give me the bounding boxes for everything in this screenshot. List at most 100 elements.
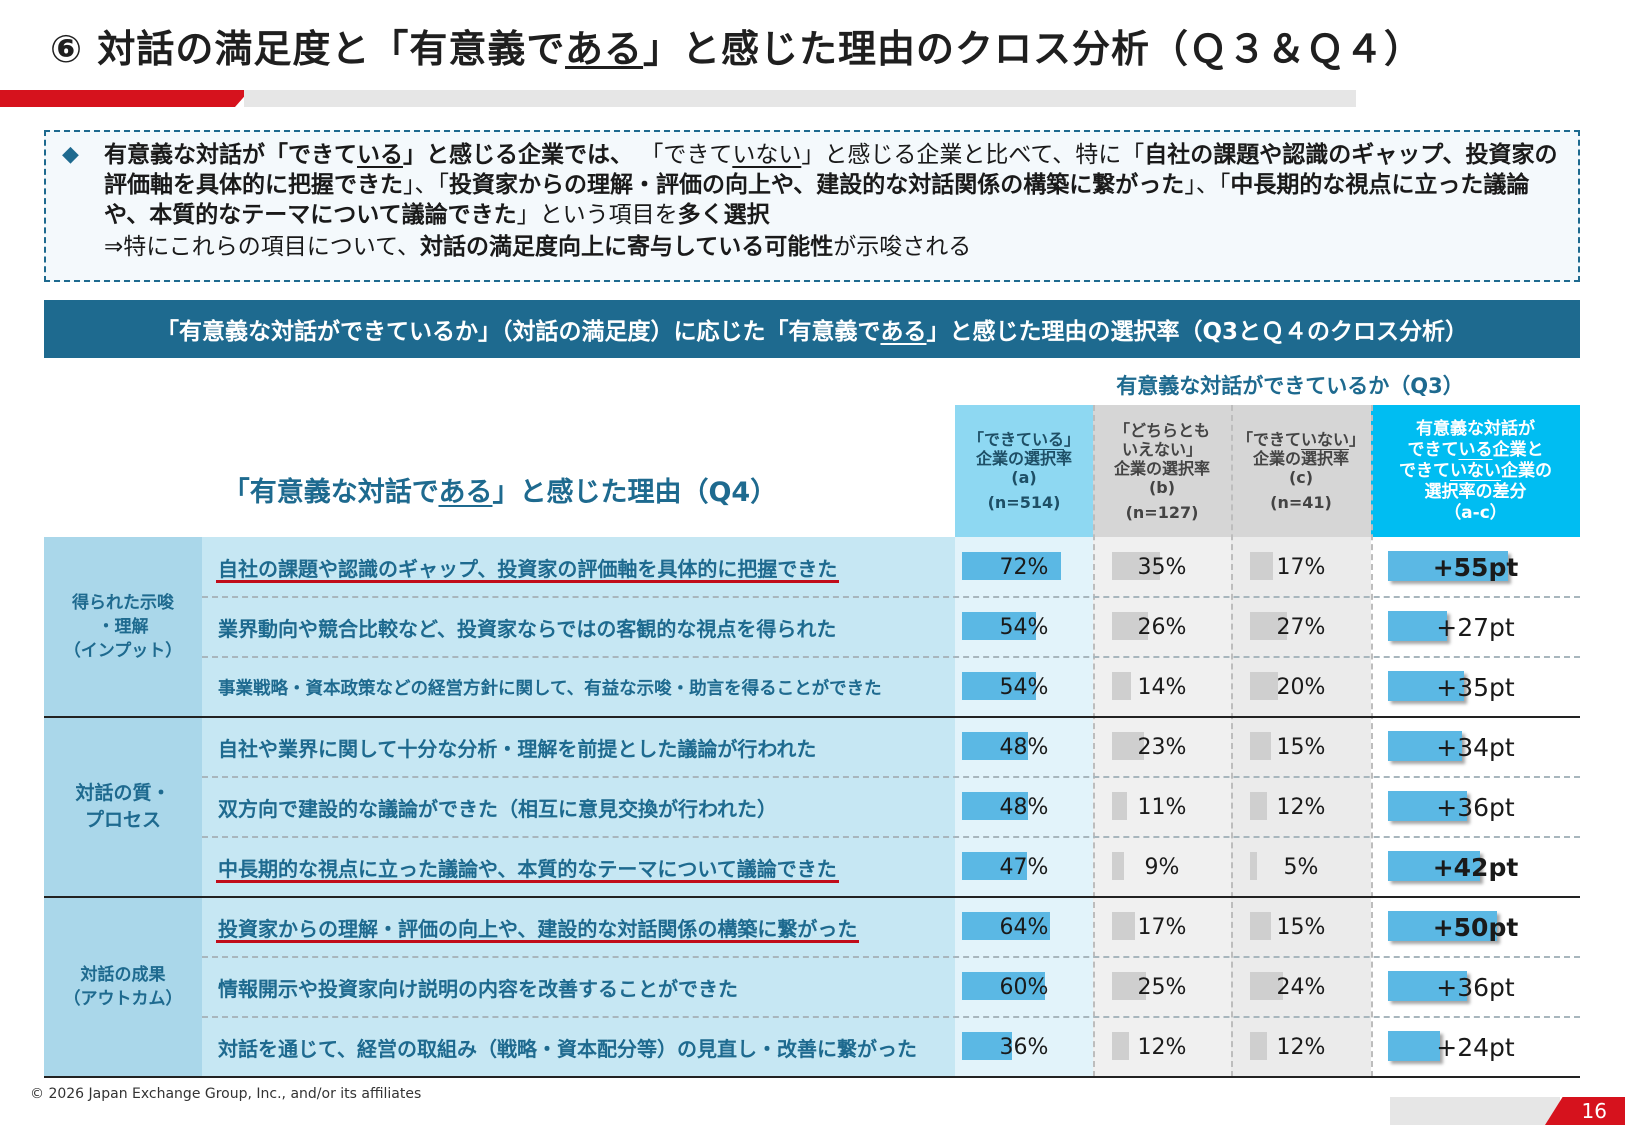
column-header-diff: 有意義な対話が できている企業と できていない企業の 選択率の差分 （a-c） (1371, 405, 1580, 537)
value-b: 23% (1137, 734, 1187, 760)
table-row: 自社の課題や認識のギャップ、投資家の評価軸を具体的に把握できた 72% 35% 17%… (0, 537, 1625, 598)
value-diff: +42pt (1432, 852, 1519, 882)
table-bottom-border (44, 1076, 1580, 1078)
bar-a (962, 732, 1028, 760)
summary-box: ◆ 有意義な対話が「できている」と感じる企業では、 「できていない」と感じる企業… (44, 130, 1580, 282)
column-divider (1231, 405, 1233, 1077)
copyright: © 2026 Japan Exchange Group, Inc., and/o… (30, 1086, 422, 1102)
value-c: 15% (1276, 914, 1326, 940)
table-row: 対話を通じて、経営の取組み（戦略・資本配分等）の見直し・改善に繋がった 36% 12… (0, 1017, 1625, 1077)
value-a: 72% (999, 554, 1049, 580)
reason-label: 自社や業界に関して十分な分析・理解を前提とした議論が行われた (218, 736, 817, 761)
bar-b (1112, 672, 1132, 700)
reason-label: 投資家からの理解・評価の向上や、建設的な対話関係の構築に繋がった (218, 916, 858, 941)
bar-a (962, 972, 1045, 1000)
table-row: 事業戦略・資本政策などの経営方針に関して、有益な示唆・助言を得ることができた 54… (0, 657, 1625, 718)
value-a: 47% (999, 854, 1049, 880)
bar-a (962, 792, 1028, 820)
diamond-icon: ◆ (62, 142, 79, 167)
reason-label: 中長期的な視点に立った議論や、本質的なテーマについて議論できた (218, 856, 837, 881)
value-diff: +24pt (1436, 1032, 1515, 1062)
reason-label: 情報開示や投資家向け説明の内容を改善することができた (218, 976, 738, 1001)
q3-header: 有意義な対話ができているか（Q3） (1116, 374, 1464, 398)
value-a: 54% (999, 614, 1049, 640)
column-header-c: 「できていない」 企業の選択率 (c) (n=41) (1231, 405, 1371, 537)
value-a: 48% (999, 734, 1049, 760)
value-diff: +27pt (1436, 612, 1515, 642)
value-a: 60% (999, 974, 1049, 1000)
bar-c (1250, 912, 1271, 940)
bar-b (1112, 972, 1147, 1000)
table-row: 双方向で建設的な議論ができた（相互に意見交換が行われた） 48% 11% 12% +36… (0, 777, 1625, 838)
bar-c (1250, 972, 1283, 1000)
row-divider (202, 776, 1580, 778)
value-b: 17% (1137, 914, 1187, 940)
value-diff: +35pt (1436, 672, 1515, 702)
bar-a (962, 912, 1050, 940)
table-row: 中長期的な視点に立った議論や、本質的なテーマについて議論できた 47% 9% 5% +4… (0, 837, 1625, 898)
bar-a (962, 552, 1061, 580)
row-divider (202, 656, 1580, 658)
row-divider (202, 836, 1580, 838)
category-outcome: 対話の成果 （アウトカム） (44, 897, 202, 1077)
bar-b (1112, 912, 1136, 940)
value-diff: +36pt (1436, 972, 1515, 1002)
bar-diff (1388, 851, 1480, 881)
value-c: 12% (1276, 1034, 1326, 1060)
value-diff: +50pt (1432, 912, 1519, 942)
bar-a (962, 1032, 1012, 1060)
bar-diff (1388, 551, 1508, 581)
table-row: 投資家からの理解・評価の向上や、建設的な対話関係の構築に繋がった 64% 17% 15… (0, 897, 1625, 958)
column-header-b: 「どちらとも いえない」 企業の選択率 (b) (n=127) (1093, 405, 1231, 537)
value-a: 64% (999, 914, 1049, 940)
q4-header: 「有意義な対話である」と感じた理由（Q4） (222, 477, 778, 508)
highlight-underline (216, 880, 839, 883)
reason-label: 事業戦略・資本政策などの経営方針に関して、有益な示唆・助言を得ることができた (218, 678, 882, 699)
column-header-a: 「できている」 企業の選択率 (a) (n=514) (955, 405, 1093, 537)
category-input: 得られた示唆 ・理解 （インプット） (44, 537, 202, 717)
reason-label: 業界動向や競合比較など、投資家ならではの客観的な視点を得られた (218, 616, 837, 641)
reason-label: 双方向で建設的な議論ができた（相互に意見交換が行われた） (218, 796, 777, 821)
bar-diff (1388, 671, 1465, 701)
value-b: 26% (1137, 614, 1187, 640)
value-diff: +36pt (1436, 792, 1515, 822)
value-c: 27% (1276, 614, 1326, 640)
table-row: 情報開示や投資家向け説明の内容を改善することができた 60% 25% 24% +36pt (0, 957, 1625, 1018)
bar-c (1250, 612, 1288, 640)
bar-a (962, 672, 1037, 700)
value-b: 12% (1137, 1034, 1187, 1060)
bar-c (1250, 672, 1278, 700)
value-c: 12% (1276, 794, 1326, 820)
column-divider (1371, 405, 1373, 1077)
bar-diff (1388, 971, 1467, 1001)
bar-b (1112, 612, 1148, 640)
value-b: 35% (1137, 554, 1187, 580)
group-divider (44, 716, 1580, 718)
row-divider (202, 956, 1580, 958)
chart-banner: 「有意義な対話ができているか」（対話の満足度）に応じた「有意義で ある 」と感じた理… (44, 300, 1580, 358)
bar-c (1250, 852, 1257, 880)
page-number: 16 (1545, 1097, 1625, 1125)
column-divider (1093, 405, 1095, 1077)
value-diff: +55pt (1432, 552, 1519, 582)
row-divider (202, 596, 1580, 598)
bar-a (962, 612, 1037, 640)
reason-column-bg (202, 537, 955, 1077)
title-underline-bar (244, 90, 1356, 107)
value-a: 36% (999, 1034, 1049, 1060)
value-c: 17% (1276, 554, 1326, 580)
bar-b (1112, 1032, 1129, 1060)
bar-c (1250, 552, 1274, 580)
value-a: 48% (999, 794, 1049, 820)
summary-note: ⇒特にこれらの項目について、対話の満足度向上に寄与している可能性が示唆される (104, 234, 972, 260)
value-c: 20% (1276, 674, 1326, 700)
value-a: 54% (999, 674, 1049, 700)
bar-b (1112, 852, 1125, 880)
page-title: ⑥ 対話の満足度と「有意義である」と感じた理由のクロス分析（Ｑ３＆Ｑ４） (50, 27, 1424, 71)
value-b: 25% (1137, 974, 1187, 1000)
value-diff: +34pt (1436, 732, 1515, 762)
bar-c (1250, 732, 1271, 760)
value-c: 5% (1283, 854, 1319, 880)
highlight-underline (216, 940, 859, 943)
bar-c (1250, 792, 1267, 820)
